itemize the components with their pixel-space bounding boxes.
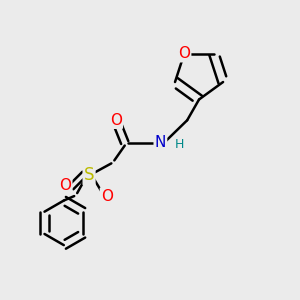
Text: O: O (178, 46, 190, 61)
Text: O: O (101, 189, 113, 204)
Text: O: O (110, 113, 122, 128)
Text: S: S (84, 166, 94, 184)
Text: O: O (59, 178, 71, 193)
Text: N: N (155, 135, 166, 150)
Text: H: H (175, 138, 184, 151)
